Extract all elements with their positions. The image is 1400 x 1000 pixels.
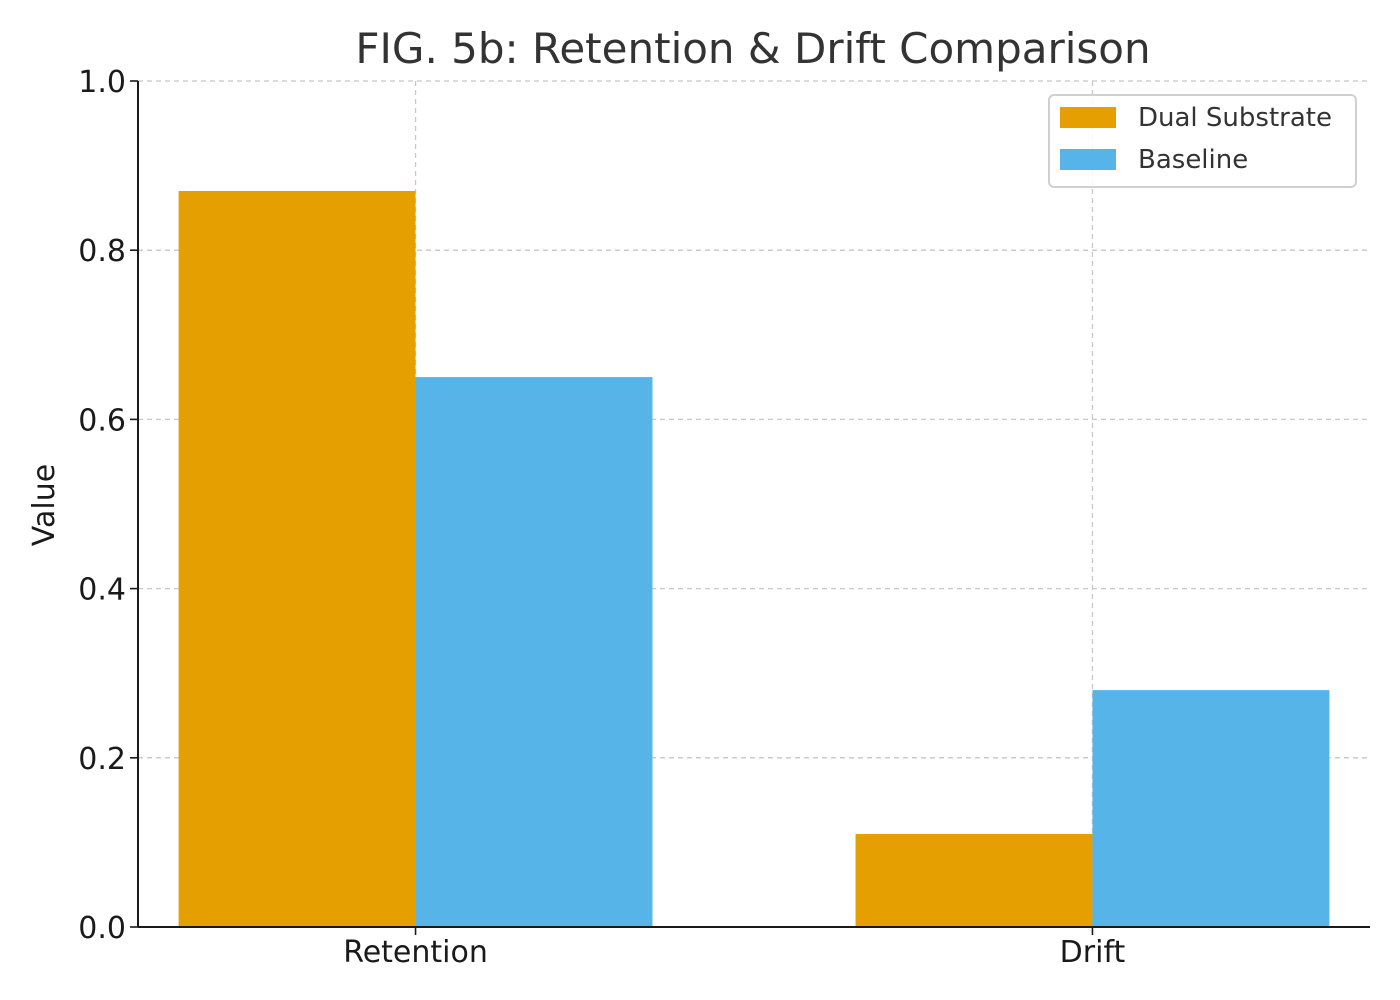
legend-label: Baseline xyxy=(1138,145,1248,175)
y-tick-label: 0.2 xyxy=(78,742,126,777)
chart-title: FIG. 5b: Retention & Drift Comparison xyxy=(355,24,1150,73)
y-tick-label: 0.4 xyxy=(78,573,126,608)
y-axis-label: Value xyxy=(27,464,62,546)
bar-dual-substrate-retention xyxy=(178,190,416,928)
axes: 0.0 0.2 0.4 0.6 0.8 1.0 Retention Drift xyxy=(78,65,1370,970)
y-tick-label: 0.0 xyxy=(78,911,126,946)
legend-swatch xyxy=(1060,107,1116,128)
legend: Dual Substrate Baseline xyxy=(1048,94,1357,188)
bar-baseline-drift xyxy=(1092,690,1330,927)
x-tick-label: Drift xyxy=(1060,935,1126,970)
legend-swatch xyxy=(1060,149,1116,170)
bar-dual-substrate-drift xyxy=(855,833,1093,927)
y-tick-label: 0.8 xyxy=(78,234,126,269)
bars xyxy=(178,190,1330,928)
x-tick-label: Retention xyxy=(343,935,488,970)
legend-box xyxy=(1048,94,1357,188)
y-tick-label: 1.0 xyxy=(78,65,126,100)
legend-label: Dual Substrate xyxy=(1138,103,1332,133)
y-tick-label: 0.6 xyxy=(78,403,126,438)
bar-baseline-retention xyxy=(415,377,653,928)
